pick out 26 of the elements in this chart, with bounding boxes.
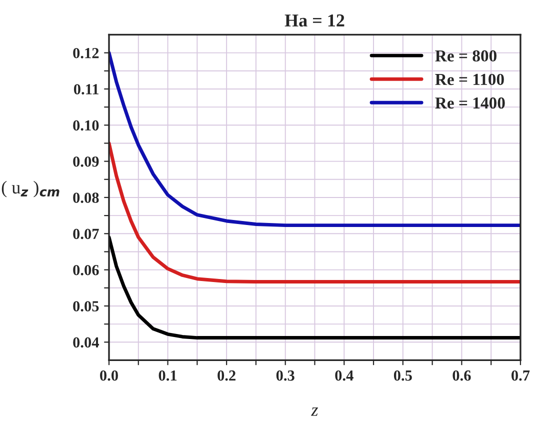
y-tick-label: 0.11: [74, 84, 98, 94]
chart-title: Ha = 12: [284, 14, 344, 27]
x-tick-label: 0.3: [276, 370, 294, 381]
x-tick-label: 0.2: [218, 370, 236, 381]
y-tick-label: 0.10: [73, 120, 99, 131]
x-tick-label: 0.7: [512, 370, 530, 381]
x-tick-label: 0.5: [394, 370, 412, 381]
y-tick-label: 0.09: [73, 156, 99, 167]
y-tick-label: 0.07: [73, 228, 99, 240]
line-series: [109, 141, 520, 284]
y-axis-title: ( u$_{z}$ )$_{cm}$: [2, 180, 60, 198]
x-tick-label: 0.0: [100, 370, 118, 381]
x-tick-label: 0.4: [335, 370, 354, 381]
y-tick-label: 0.12: [73, 48, 99, 58]
legend-label: Re = 1400: [435, 97, 505, 109]
line-series: [109, 236, 520, 340]
legend-label: Re = 1100: [435, 74, 504, 86]
y-tick-label: 0.05: [73, 301, 99, 312]
line-series: [109, 51, 520, 228]
x-axis-title: z: [311, 407, 318, 416]
y-tick-label: 0.06: [73, 264, 99, 276]
x-tick-label: 0.6: [452, 370, 471, 381]
y-tick-label: 0.08: [73, 192, 99, 203]
legend-label: Re = 800: [435, 50, 497, 62]
x-tick-label: 0.1: [158, 370, 177, 381]
y-tick-label: 0.04: [73, 337, 99, 348]
